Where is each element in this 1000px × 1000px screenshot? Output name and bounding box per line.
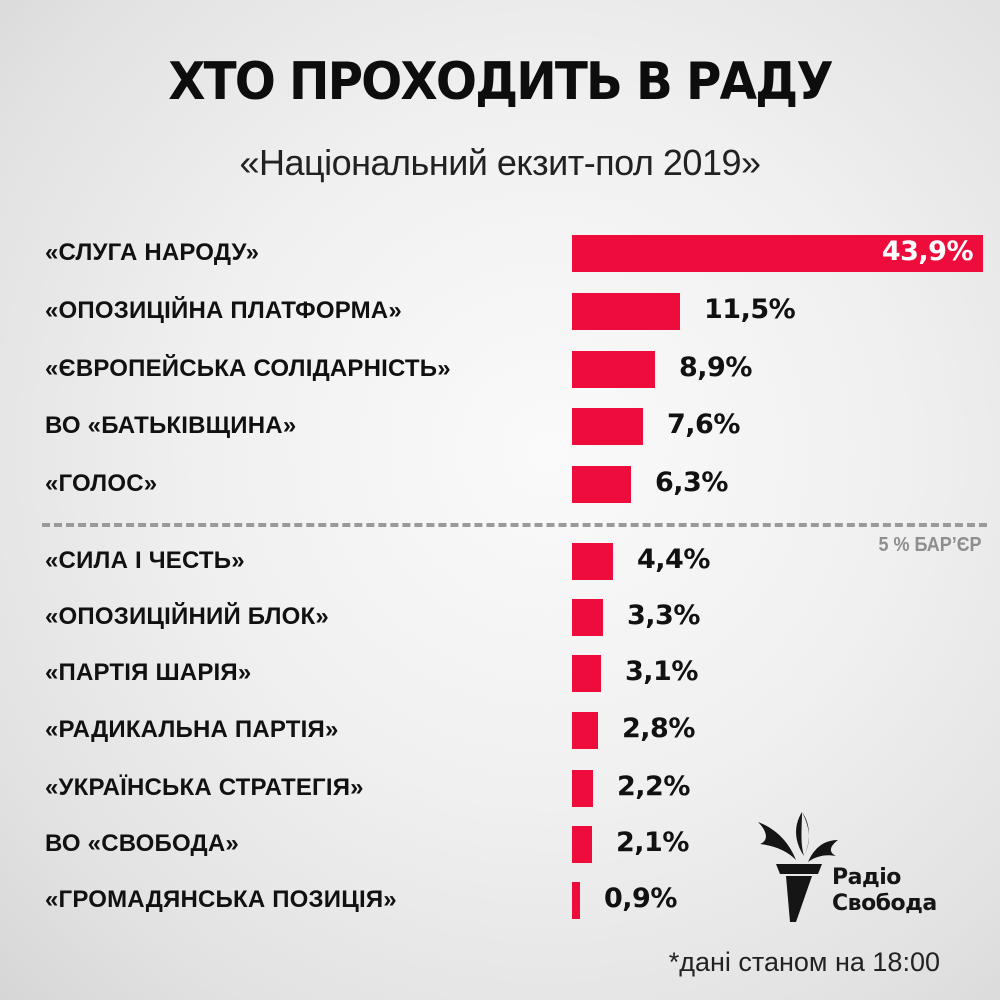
brand-name-line1: Радіо — [832, 865, 901, 890]
party-label: «СИЛА І ЧЕСТЬ» — [45, 547, 245, 574]
party-label: ВО «СВОБОДА» — [45, 830, 239, 857]
party-label: «ГОЛОС» — [45, 470, 158, 497]
result-value: 4,4% — [637, 544, 710, 575]
result-value: 2,8% — [622, 713, 695, 744]
party-label: «ПАРТІЯ ШАРІЯ» — [45, 659, 252, 686]
result-value: 7,6% — [667, 409, 740, 440]
result-bar — [572, 599, 603, 636]
result-bar — [572, 466, 631, 503]
result-bar — [572, 543, 613, 580]
result-bar — [572, 408, 643, 445]
chart-row: ВО «БАТЬКІВЩИНА» 7,6% — [0, 408, 1000, 446]
party-label: «ГРОМАДЯНСЬКА ПОЗИЦІЯ» — [45, 886, 397, 913]
result-value: 6,3% — [655, 467, 728, 498]
party-label: ВО «БАТЬКІВЩИНА» — [45, 412, 297, 439]
result-value: 0,9% — [604, 883, 677, 914]
threshold-line — [42, 523, 987, 527]
radio-svoboda-logo — [752, 810, 952, 925]
chart-row: «ГОЛОС» 6,3% — [0, 466, 1000, 504]
torch-icon — [758, 812, 838, 922]
result-bar — [572, 826, 592, 863]
result-bar — [572, 351, 655, 388]
threshold-label: 5 % БАР’ЄР — [878, 534, 982, 556]
result-bar — [572, 293, 680, 330]
party-label: «ЄВРОПЕЙСЬКА СОЛІДАРНІСТЬ» — [45, 355, 451, 382]
result-value: 3,3% — [627, 600, 700, 631]
result-bar — [572, 882, 580, 919]
party-label: «ОПОЗИЦІЙНА ПЛАТФОРМА» — [45, 297, 402, 324]
chart-row: «ГРОМАДЯНСЬКА ПОЗИЦІЯ» 0,9% — [0, 882, 1000, 920]
result-value: 8,9% — [679, 352, 752, 383]
party-label: «РАДИКАЛЬНА ПАРТІЯ» — [45, 716, 339, 743]
chart-row: «СИЛА І ЧЕСТЬ» 4,4% — [0, 543, 1000, 581]
party-label: «ОПОЗИЦІЙНИЙ БЛОК» — [45, 603, 329, 630]
result-value: 11,5% — [704, 294, 796, 325]
chart-row: «ПАРТІЯ ШАРІЯ» 3,1% — [0, 655, 1000, 693]
brand-name: Радіо Свобода — [832, 865, 937, 917]
chart-row: «РАДИКАЛЬНА ПАРТІЯ» 2,8% — [0, 712, 1000, 750]
result-bar — [572, 235, 983, 272]
result-bar — [572, 712, 598, 749]
party-label: «СЛУГА НАРОДУ» — [45, 239, 260, 266]
result-bar — [572, 655, 601, 692]
footnote: *дані станом на 18:00 — [668, 947, 940, 977]
result-bar — [572, 770, 593, 807]
result-value: 43,9% — [881, 236, 974, 267]
brand-name-line2: Свобода — [832, 891, 937, 916]
chart-row: «УКРАЇНСЬКА СТРАТЕГІЯ» 2,2% — [0, 770, 1000, 808]
page-subtitle: «Національний екзит-пол 2019» — [239, 142, 761, 183]
chart-row: «СЛУГА НАРОДУ» 43,9% — [0, 235, 1000, 273]
chart-row: «ОПОЗИЦІЙНА ПЛАТФОРМА» 11,5% — [0, 293, 1000, 331]
chart-row: «ЄВРОПЕЙСЬКА СОЛІДАРНІСТЬ» 8,9% — [0, 351, 1000, 389]
result-value: 3,1% — [625, 656, 698, 687]
chart-row: «ОПОЗИЦІЙНИЙ БЛОК» 3,3% — [0, 599, 1000, 637]
chart-row: ВО «СВОБОДА» 2,1% — [0, 826, 1000, 864]
page-title: ХТО ПРОХОДИТЬ В РАДУ — [168, 52, 833, 112]
result-value: 2,1% — [616, 827, 689, 858]
result-value: 2,2% — [617, 771, 690, 802]
party-label: «УКРАЇНСЬКА СТРАТЕГІЯ» — [45, 774, 364, 801]
